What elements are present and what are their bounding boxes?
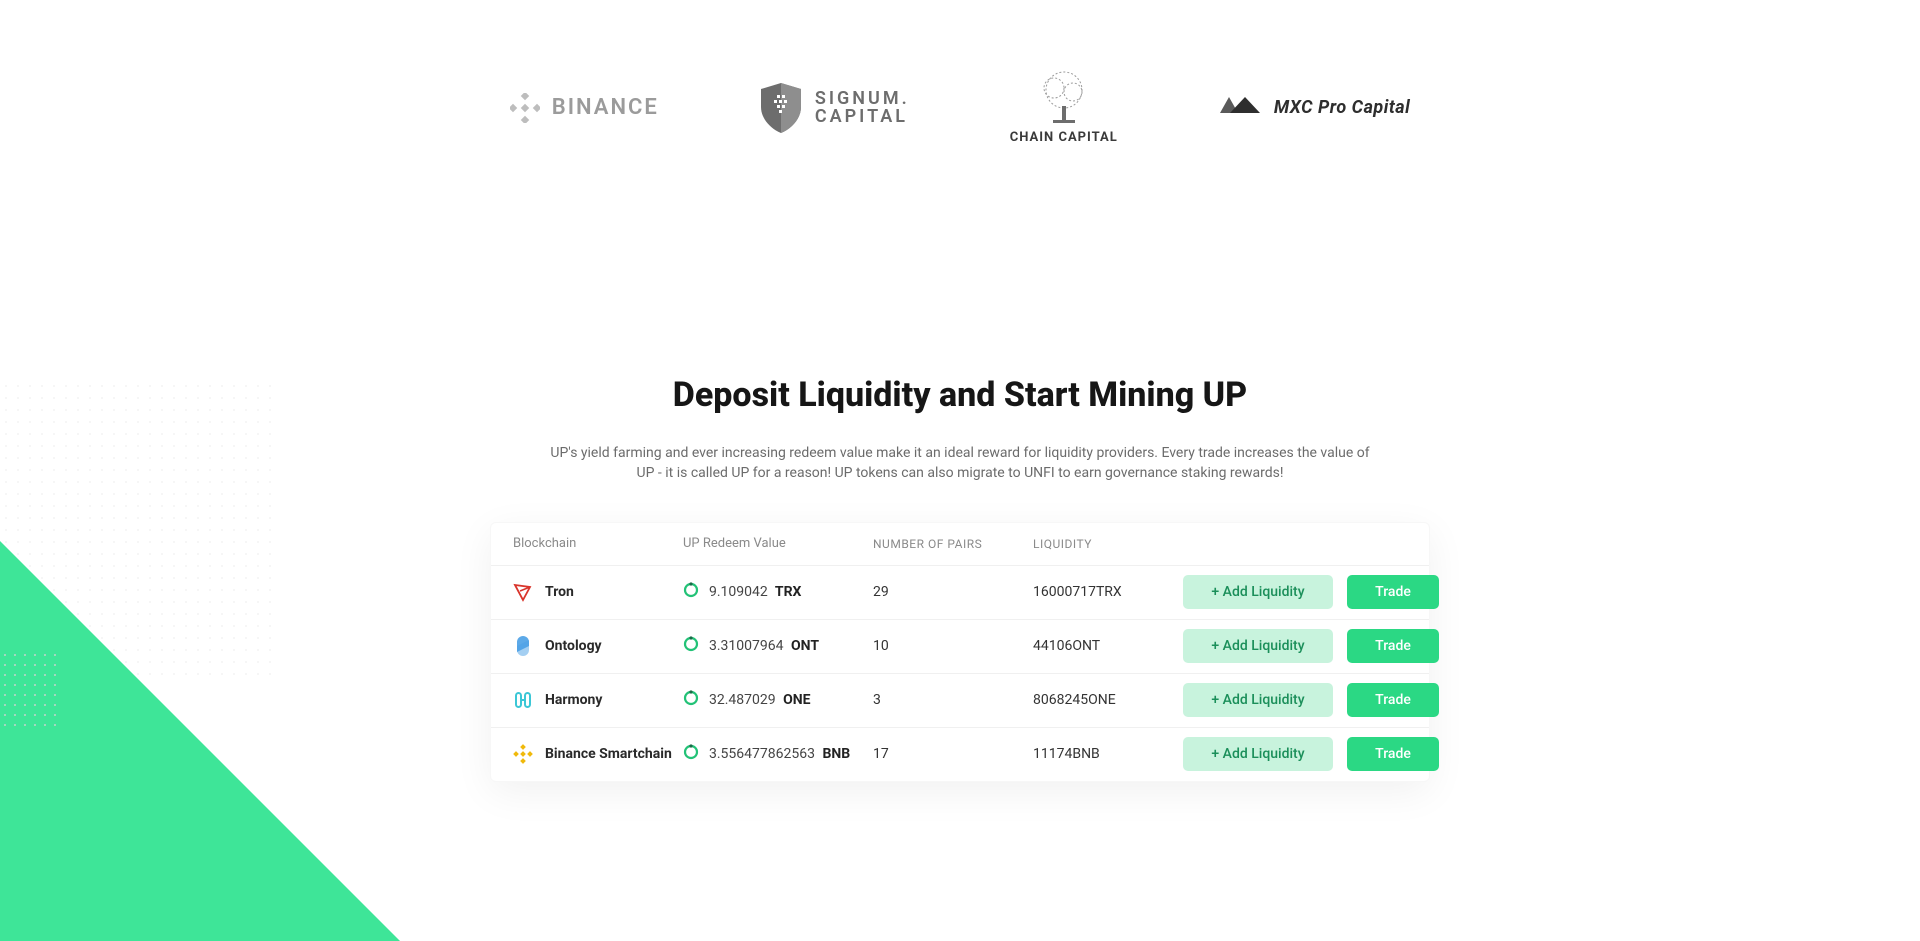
up-ring-icon: [683, 744, 699, 764]
chain-cell: Tron: [513, 582, 683, 602]
table-row: Ontology 3.31007964 ONT 1044106ONT+ Add Li…: [491, 619, 1429, 673]
chain-name: Harmony: [545, 692, 602, 708]
th-liquidity: LIQUIDITY: [1033, 537, 1183, 551]
partner-signum: SIGNUM. CAPITAL: [759, 81, 910, 135]
redeem-value: 32.487029 ONE: [709, 692, 811, 708]
partner-mxc-label: MXC Pro Capital: [1274, 97, 1410, 118]
chain-cell: Binance Smartchain: [513, 744, 683, 764]
pairs-value: 29: [873, 584, 1033, 600]
add-liquidity-button[interactable]: + Add Liquidity: [1183, 575, 1333, 609]
partner-chain-label: CHAIN CAPITAL: [1010, 130, 1118, 145]
redeem-value: 3.31007964 ONT: [709, 638, 819, 654]
up-ring-icon: [683, 636, 699, 656]
partner-binance-label: BINANCE: [552, 95, 659, 120]
pairs-value: 17: [873, 746, 1033, 762]
partner-mxc: MXC Pro Capital: [1218, 95, 1410, 121]
chain-name: Tron: [545, 584, 574, 600]
add-liquidity-button[interactable]: + Add Liquidity: [1183, 737, 1333, 771]
chain-name: Binance Smartchain: [545, 746, 672, 762]
row-actions: + Add Liquidity Trade: [1183, 683, 1439, 717]
th-redeem: UP Redeem Value: [683, 536, 873, 551]
liquidity-value: 11174BNB: [1033, 746, 1183, 762]
table-row: Tron 9.109042 TRX 2916000717TRX+ Add Liqui…: [491, 565, 1429, 619]
partner-signum-bottom: CAPITAL: [815, 108, 910, 126]
up-ring-icon: [683, 582, 699, 602]
chain-name: Ontology: [545, 638, 602, 654]
trade-button[interactable]: Trade: [1347, 629, 1439, 663]
partner-signum-text: SIGNUM. CAPITAL: [815, 90, 910, 126]
row-actions: + Add Liquidity Trade: [1183, 575, 1439, 609]
liquidity-value: 44106ONT: [1033, 638, 1183, 654]
partner-signum-top: SIGNUM.: [815, 90, 910, 108]
partner-binance: BINANCE: [510, 93, 659, 123]
redeem-symbol: ONE: [780, 692, 811, 708]
row-actions: + Add Liquidity Trade: [1183, 737, 1439, 771]
trade-button[interactable]: Trade: [1347, 683, 1439, 717]
partners-row: BINANCE SIGNUM. CAPITAL: [0, 0, 1920, 185]
redeem-cell: 3.556477862563 BNB: [683, 744, 873, 764]
chain-icon: [513, 744, 533, 764]
redeem-symbol: BNB: [819, 746, 850, 762]
liquidity-value: 16000717TRX: [1033, 584, 1183, 600]
trade-button[interactable]: Trade: [1347, 575, 1439, 609]
up-ring-icon: [683, 690, 699, 710]
row-actions: + Add Liquidity Trade: [1183, 629, 1439, 663]
liquidity-section: Deposit Liquidity and Start Mining UP UP…: [0, 375, 1920, 782]
pairs-value: 10: [873, 638, 1033, 654]
add-liquidity-button[interactable]: + Add Liquidity: [1183, 629, 1333, 663]
liquidity-value: 8068245ONE: [1033, 692, 1183, 708]
add-liquidity-button[interactable]: + Add Liquidity: [1183, 683, 1333, 717]
chain-icon: [513, 582, 533, 602]
table-header-row: Blockchain UP Redeem Value NUMBER OF PAI…: [491, 523, 1429, 565]
redeem-value: 9.109042 TRX: [709, 584, 801, 600]
chain-icon: [513, 636, 533, 656]
th-blockchain: Blockchain: [513, 536, 683, 551]
mxc-logo-icon: [1218, 95, 1262, 121]
table-row: Binance Smartchain 3.556477862563 BNB 1711…: [491, 727, 1429, 781]
trade-button[interactable]: Trade: [1347, 737, 1439, 771]
redeem-cell: 32.487029 ONE: [683, 690, 873, 710]
chain-icon: [513, 690, 533, 710]
binance-logo-icon: [510, 93, 540, 123]
chain-cell: Harmony: [513, 690, 683, 710]
redeem-cell: 9.109042 TRX: [683, 582, 873, 602]
pairs-value: 3: [873, 692, 1033, 708]
section-description: UP's yield farming and ever increasing r…: [550, 443, 1370, 484]
liquidity-table: Blockchain UP Redeem Value NUMBER OF PAI…: [490, 522, 1430, 782]
signum-shield-icon: [759, 81, 803, 135]
partner-chain: CHAIN CAPITAL: [1010, 70, 1118, 145]
th-pairs: NUMBER OF PAIRS: [873, 537, 1033, 551]
redeem-symbol: ONT: [788, 638, 820, 654]
section-title: Deposit Liquidity and Start Mining UP: [0, 375, 1920, 415]
chain-tree-icon: [1029, 70, 1099, 126]
redeem-cell: 3.31007964 ONT: [683, 636, 873, 656]
chain-cell: Ontology: [513, 636, 683, 656]
redeem-symbol: TRX: [772, 584, 802, 600]
table-row: Harmony 32.487029 ONE 38068245ONE+ Add Liq…: [491, 673, 1429, 727]
redeem-value: 3.556477862563 BNB: [709, 746, 850, 762]
